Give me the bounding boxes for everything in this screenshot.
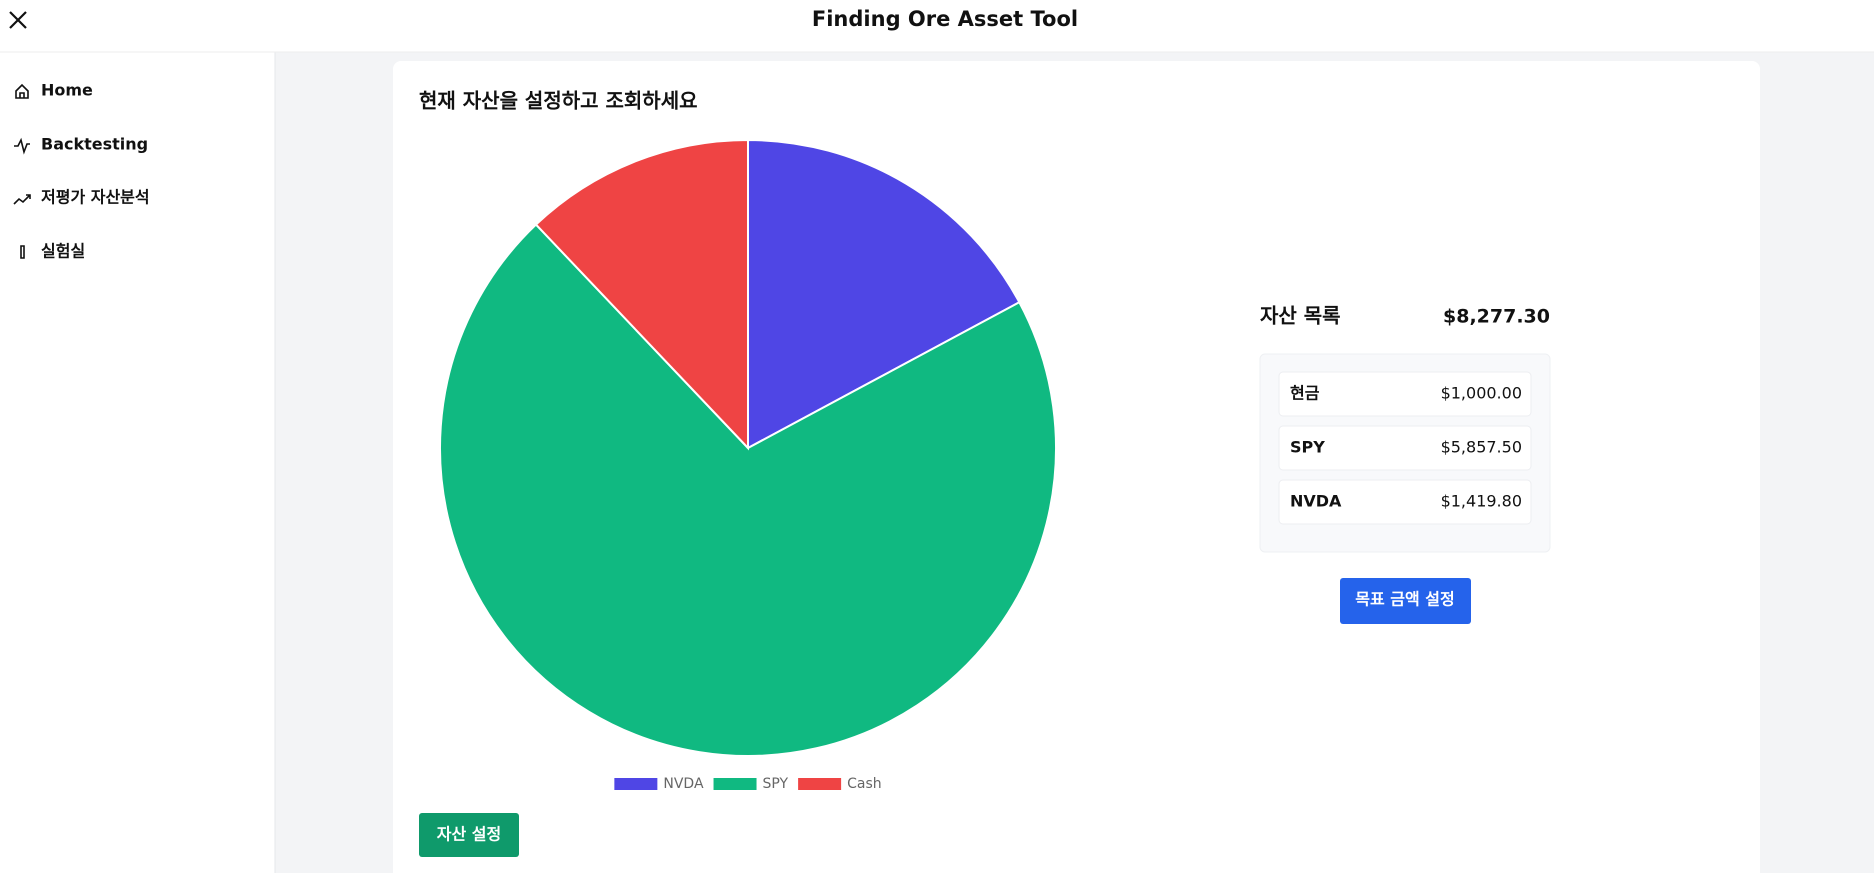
asset-value: $1,000.00 bbox=[1441, 384, 1522, 403]
asset-value: $5,857.50 bbox=[1441, 438, 1522, 457]
asset-name: 현금 bbox=[1290, 384, 1320, 403]
card-title: 현재 자산을 설정하고 조회하세요 bbox=[419, 89, 698, 113]
legend-swatch bbox=[798, 778, 842, 790]
legend-swatch bbox=[614, 778, 658, 790]
button-bg bbox=[1340, 578, 1471, 624]
nav-item[interactable]: 저평가 자산분석 bbox=[41, 188, 150, 207]
asset-name: SPY bbox=[1290, 438, 1325, 457]
legend-label: SPY bbox=[763, 776, 789, 792]
legend-label: NVDA bbox=[663, 776, 704, 792]
home-icon bbox=[15, 83, 29, 99]
close-button[interactable] bbox=[9, 11, 27, 29]
trend-icon bbox=[13, 194, 31, 205]
nav-item[interactable]: Home bbox=[41, 81, 93, 100]
button-bg bbox=[419, 813, 519, 857]
asset-list-title: 자산 목록 bbox=[1260, 304, 1341, 328]
activity-icon bbox=[14, 137, 30, 155]
nav-icons bbox=[13, 83, 31, 259]
asset-items: 현금 $1,000.00 SPY $5,857.50 NVDA $1,419.80 bbox=[1278, 371, 1532, 525]
asset-value: $1,419.80 bbox=[1441, 492, 1522, 511]
button-label: 자산 설정 bbox=[437, 825, 501, 844]
pie-slice bbox=[439, 223, 1057, 757]
nav-item[interactable]: Backtesting bbox=[41, 135, 148, 154]
asset-total: $8,277.30 bbox=[1443, 306, 1550, 328]
pie-slice bbox=[534, 138, 749, 451]
legend-swatch bbox=[713, 778, 757, 790]
app-title: Finding Ore Asset Tool bbox=[812, 7, 1078, 31]
asset-item bbox=[1278, 371, 1532, 417]
set-assets-button[interactable]: 자산 설정 bbox=[419, 813, 519, 857]
nav-item[interactable]: 실험실 bbox=[41, 242, 85, 261]
legend-label: Cash bbox=[847, 776, 882, 792]
asset-name: NVDA bbox=[1290, 492, 1342, 511]
target-button[interactable]: 목표 금액 설정 bbox=[1340, 578, 1471, 624]
asset-item bbox=[1278, 425, 1532, 471]
legend: NVDA SPY Cash bbox=[614, 776, 882, 792]
pie-chart: NVDA SPY Cash bbox=[439, 138, 1057, 792]
asset-item bbox=[1278, 479, 1532, 525]
pie-slice bbox=[747, 138, 1021, 450]
flask-icon bbox=[20, 245, 25, 259]
button-label: 목표 금액 설정 bbox=[1355, 590, 1454, 609]
